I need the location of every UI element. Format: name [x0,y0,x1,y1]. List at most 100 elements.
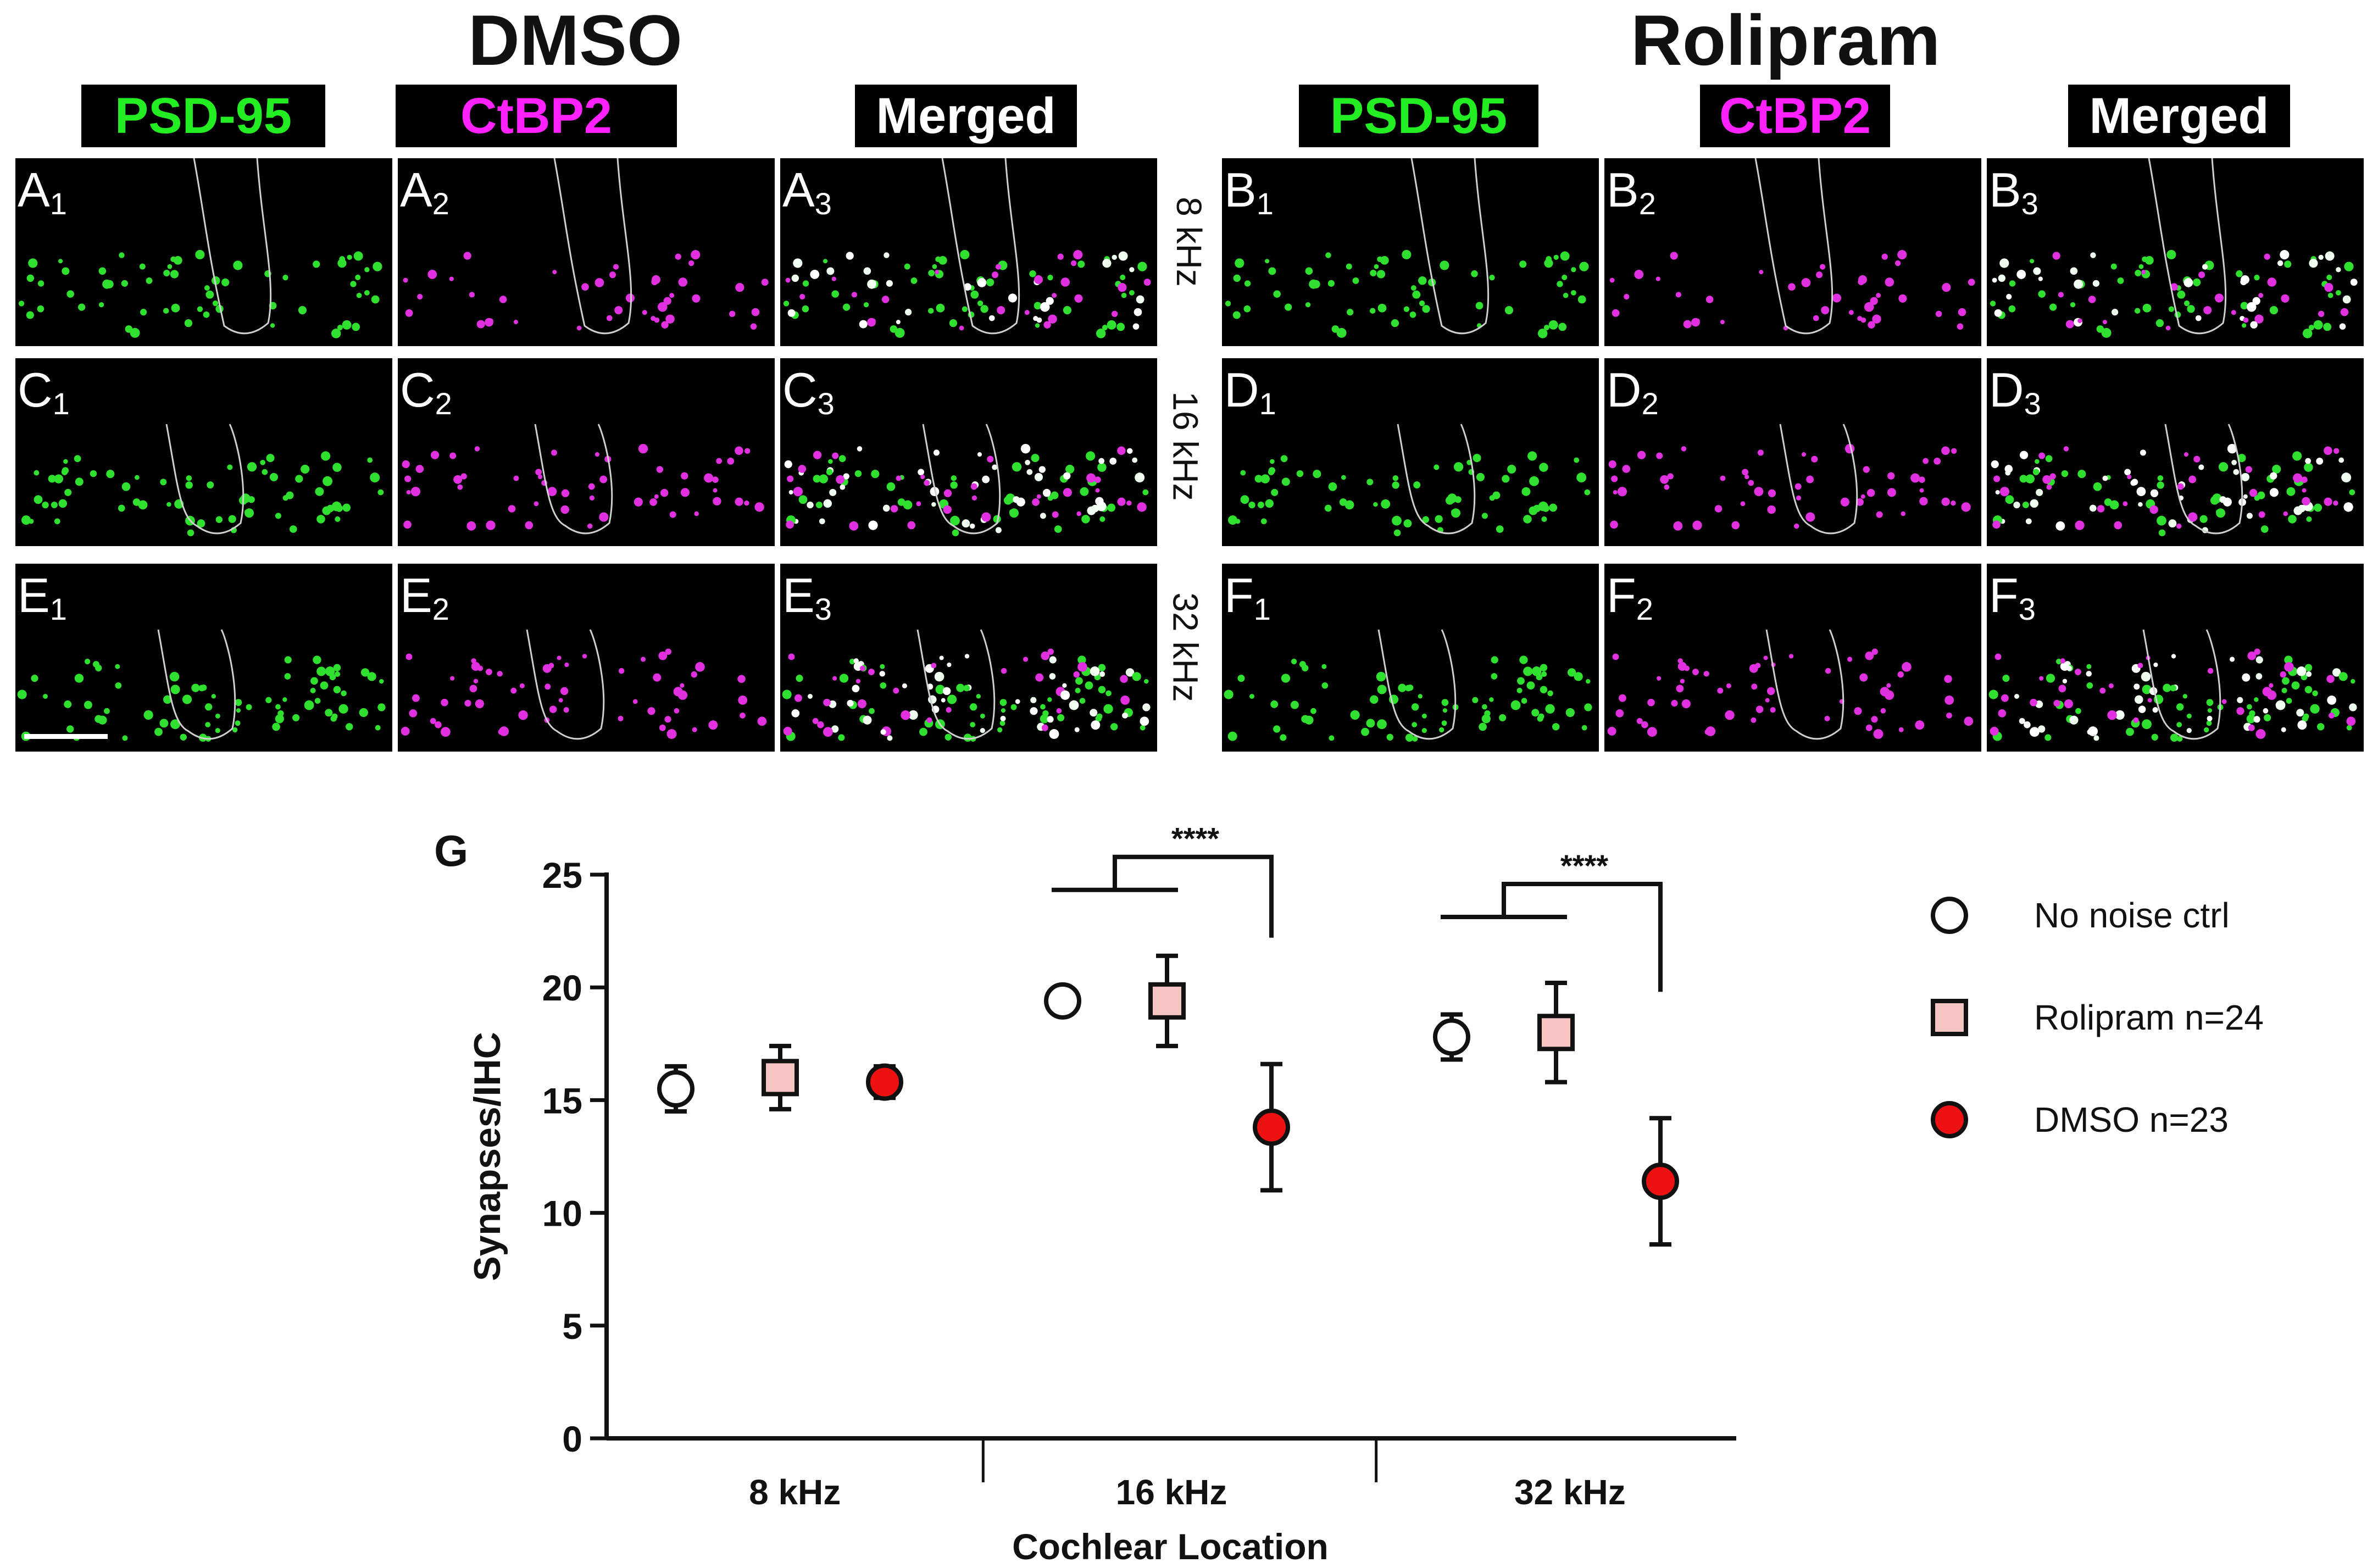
puncta [823,727,833,737]
puncta [1680,679,1685,684]
puncta [2288,515,2297,524]
puncta [1667,473,1674,480]
puncta [1063,488,1072,497]
puncta [1824,715,1830,721]
puncta [823,259,828,264]
puncta [2252,297,2260,305]
puncta [1617,487,1627,497]
puncta [1944,675,1952,683]
panel-letter: C [782,363,818,417]
panel-label: A1 [18,166,67,219]
puncta [2343,502,2353,512]
puncta [1376,270,1386,279]
puncta [632,699,638,704]
puncta [831,290,839,298]
puncta [1035,673,1044,682]
panel-subscript: 3 [2024,386,2041,421]
puncta [2241,323,2247,328]
puncta [320,681,329,690]
puncta [1054,525,1062,533]
puncta [986,278,994,287]
puncta [2101,327,2112,338]
puncta [130,327,140,338]
puncta [963,685,970,692]
puncta [1683,320,1692,329]
puncta [364,290,370,296]
puncta [832,452,839,459]
puncta [1270,700,1279,708]
puncta [796,675,803,682]
puncta [1634,270,1644,279]
puncta [1886,683,1891,688]
puncta [665,314,675,324]
puncta [1135,472,1145,483]
puncta [1793,523,1799,529]
puncta [1751,717,1757,723]
puncta [618,715,624,721]
puncta [971,495,977,501]
puncta [1933,457,1941,465]
puncta [1919,488,1924,493]
puncta [1418,694,1423,699]
puncta [28,258,38,268]
puncta [1411,703,1419,711]
puncta [2149,505,2158,514]
puncta [17,690,27,699]
puncta [170,685,180,694]
puncta [289,525,297,533]
puncta [691,250,701,260]
puncta [2199,515,2208,523]
puncta [1009,509,1015,515]
puncta [2346,716,2356,726]
puncta [729,310,736,317]
puncta [233,260,243,270]
puncta [950,481,958,489]
puncta [1377,303,1387,313]
puncta [2009,280,2016,287]
puncta [1517,677,1525,685]
puncta [2038,290,2046,298]
puncta [1919,497,1928,506]
puncta [1941,497,1950,506]
puncta [1581,725,1587,731]
puncta [1143,279,1151,286]
puncta [167,264,173,269]
channel-label-psd-95: PSD-95 [1299,85,1538,147]
puncta [1958,308,1966,316]
puncta [1902,662,1912,672]
puncta [2250,321,2258,329]
puncta [1099,516,1105,522]
puncta [1740,501,1746,507]
puncta [2124,469,2131,476]
puncta [2133,717,2139,723]
puncta [692,727,697,732]
puncta [890,505,898,513]
hair-cell-outline [1754,158,1833,335]
puncta [360,668,370,677]
puncta [1563,292,1569,298]
significance-label: **** [1171,821,1219,856]
puncta [1001,708,1006,713]
panel-label: D1 [1224,366,1276,419]
puncta [2275,700,2286,710]
puncta [1031,454,1040,463]
puncta [477,665,484,671]
puncta [513,475,519,481]
puncta [2049,473,2056,480]
puncta [2269,683,2274,688]
puncta [154,727,163,736]
puncta [2324,446,2332,455]
legend-label: DMSO n=23 [2034,1100,2229,1139]
puncta [205,722,211,727]
puncta [1770,707,1776,713]
puncta [1755,663,1761,669]
puncta [427,270,437,279]
panel-label: A2 [400,166,449,219]
puncta [464,699,471,707]
puncta [1657,676,1662,681]
puncta [977,452,982,457]
puncta [860,665,866,671]
puncta [122,735,128,741]
puncta [1034,302,1042,310]
puncta [2323,323,2332,331]
